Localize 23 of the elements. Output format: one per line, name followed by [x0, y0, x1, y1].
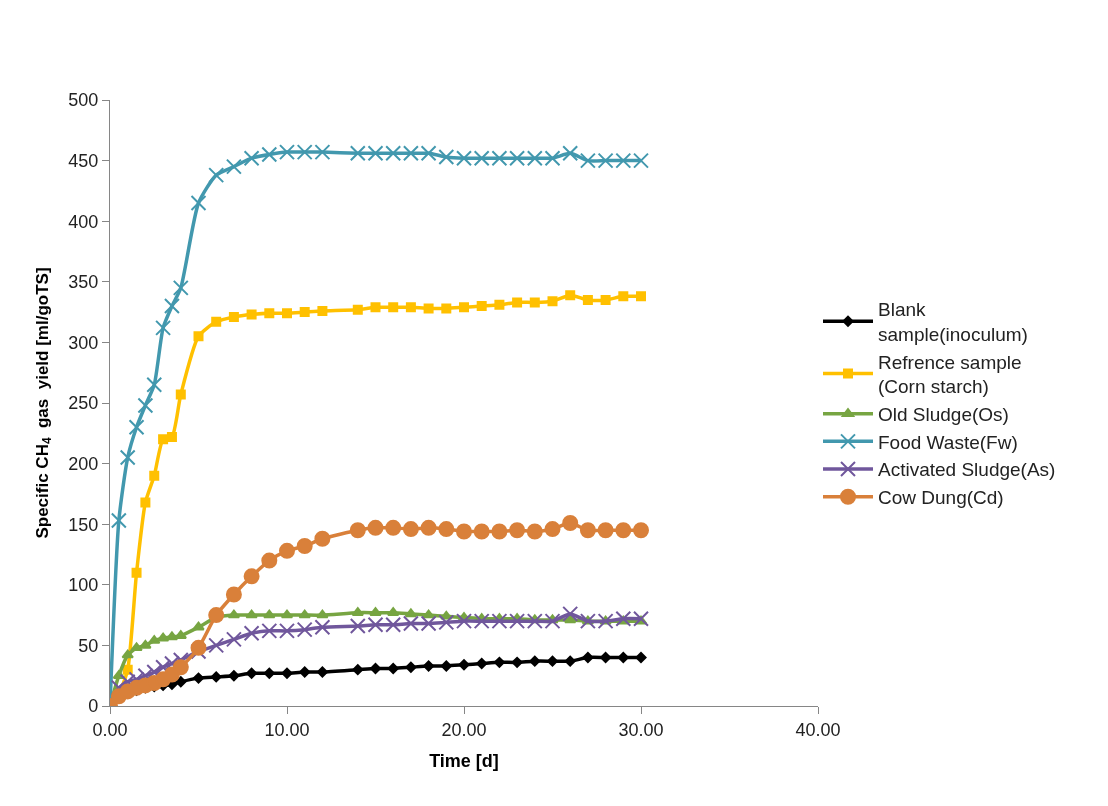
- legend-label: Activated Sludge(As): [878, 459, 1056, 481]
- legend-label: Refrence sample (Corn starch): [878, 351, 1022, 398]
- y-tick-label: 0: [88, 696, 99, 717]
- x-tick-label: 10.00: [264, 719, 310, 740]
- y-tick-label: 400: [68, 211, 99, 232]
- y-tick-label: 350: [68, 272, 99, 293]
- y-tick-label: 100: [68, 575, 99, 596]
- x-tick-label: 40.00: [795, 719, 841, 740]
- x-axis-title: Time [d]: [429, 750, 499, 771]
- x-tick-label: 30.00: [618, 719, 664, 740]
- y-tick-label: 250: [68, 393, 99, 414]
- y-tick-label: 450: [68, 150, 99, 171]
- y-tick-label: 500: [68, 90, 99, 111]
- y-tick-label: 200: [68, 453, 99, 474]
- legend-label: Old Sludge(Os): [878, 404, 1009, 426]
- y-tick-label: 150: [68, 514, 99, 535]
- legend-label: Cow Dung(Cd): [878, 487, 1004, 509]
- x-tick-label: 0.00: [92, 719, 128, 740]
- x-tick-label: 20.00: [441, 719, 487, 740]
- y-tick-label: 50: [78, 635, 99, 656]
- legend-label: Food Waste(Fw): [878, 431, 1018, 453]
- legend-label: Blank sample(inoculum): [878, 299, 1028, 345]
- y-tick-label: 300: [68, 332, 99, 353]
